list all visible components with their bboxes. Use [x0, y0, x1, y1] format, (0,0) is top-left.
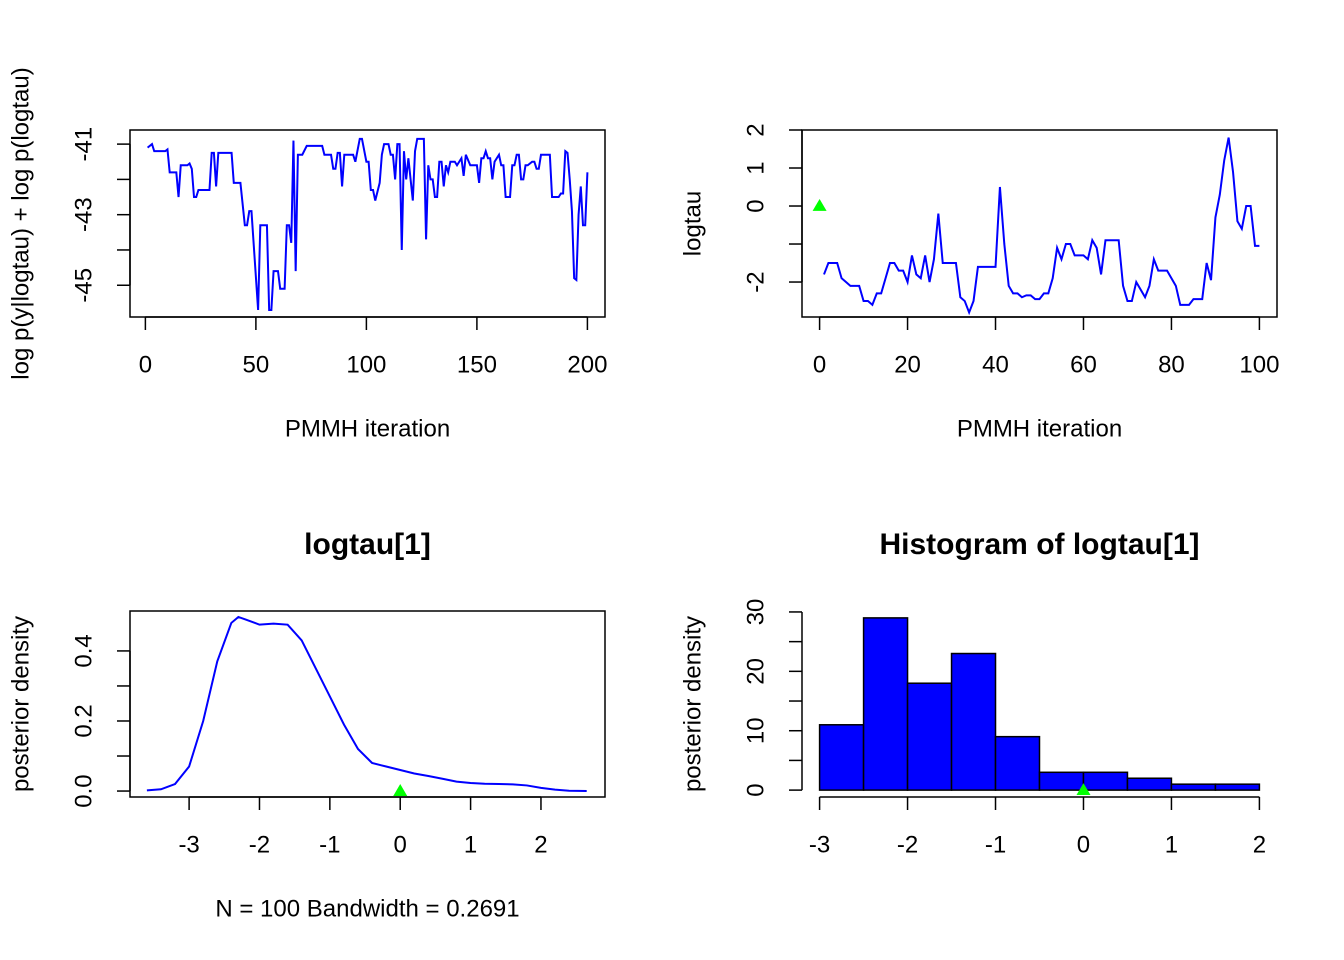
x-tick-label: 20 [894, 351, 921, 378]
x-tick-label: -2 [249, 831, 270, 858]
x-axis-label: N = 100 Bandwidth = 0.2691 [215, 895, 519, 922]
x-tick-label: 1 [1165, 831, 1178, 858]
chart-title: logtau[1] [304, 528, 431, 561]
y-tick-label: -41 [70, 127, 97, 162]
chart-title: Histogram of logtau[1] [880, 528, 1200, 561]
x-axis-label: PMMH iteration [957, 415, 1122, 442]
plot-box [129, 129, 606, 318]
x-tick-label: 80 [1158, 351, 1185, 378]
histogram-bar [1170, 783, 1217, 791]
data-line [823, 137, 1260, 316]
true-value-marker [393, 784, 408, 796]
x-tick-label: -3 [809, 831, 830, 858]
x-tick-label: 200 [567, 351, 607, 378]
y-tick-label: 0.4 [70, 634, 97, 667]
y-tick-label: 20 [742, 658, 769, 685]
true-value-marker [1076, 783, 1091, 796]
x-tick-label: 60 [1070, 351, 1097, 378]
y-tick-label: 30 [742, 599, 769, 626]
true-value-marker [812, 199, 827, 211]
y-tick-label: 2 [742, 123, 769, 136]
x-tick-label: 1 [464, 831, 477, 858]
histogram-bar [906, 682, 953, 791]
histogram-bar [818, 724, 865, 791]
histogram-bar [994, 735, 1041, 791]
y-axis-label: posterior density [7, 616, 34, 792]
x-tick-label: 100 [1239, 351, 1279, 378]
histogram-bar [1214, 783, 1261, 791]
y-tick-label: 1 [742, 161, 769, 174]
x-tick-label: -3 [178, 831, 199, 858]
y-tick-label: -45 [70, 268, 97, 303]
y-tick-label: 0.0 [70, 774, 97, 807]
x-tick-label: 0 [813, 351, 826, 378]
x-tick-label: -1 [985, 831, 1006, 858]
x-tick-label: -2 [897, 831, 918, 858]
y-tick-label: -43 [70, 197, 97, 232]
x-tick-label: 0 [1077, 831, 1090, 858]
histogram-bar [862, 617, 909, 791]
y-axis-label: posterior density [679, 616, 706, 792]
histogram-bar [1126, 777, 1173, 791]
x-tick-label: 40 [982, 351, 1009, 378]
histogram-bar [1082, 771, 1129, 791]
data-line [146, 137, 589, 311]
y-tick-label: 10 [742, 717, 769, 744]
x-tick-label: 0 [394, 831, 407, 858]
plot-box [801, 129, 1278, 318]
x-tick-label: 150 [457, 351, 497, 378]
y-tick-label: 0.2 [70, 704, 97, 737]
y-tick-label: -2 [742, 271, 769, 292]
y-axis-label: log p(y|logtau) + log p(logtau) [7, 67, 34, 379]
x-tick-label: 50 [243, 351, 270, 378]
plot-box [129, 610, 606, 798]
data-line [146, 615, 587, 792]
y-axis-label: logtau [679, 191, 706, 256]
y-tick-label: 0 [742, 783, 769, 796]
histogram-bar [1038, 771, 1085, 791]
histogram-bar [950, 652, 997, 791]
x-tick-label: -1 [319, 831, 340, 858]
x-tick-label: 2 [534, 831, 547, 858]
y-tick-label: 0 [742, 199, 769, 212]
x-axis-label: PMMH iteration [285, 415, 450, 442]
x-tick-label: 100 [346, 351, 386, 378]
x-tick-label: 2 [1253, 831, 1266, 858]
x-tick-label: 0 [139, 351, 152, 378]
